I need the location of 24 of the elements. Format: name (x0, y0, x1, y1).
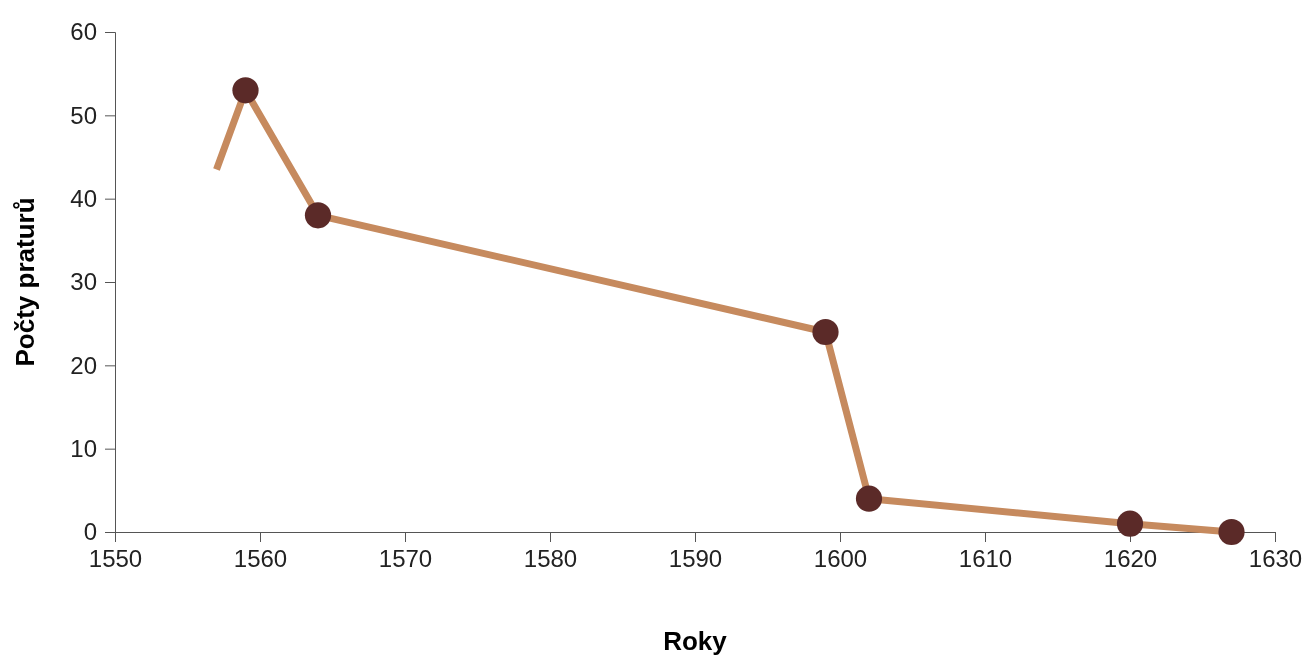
point (812, 318, 839, 346)
point (1218, 518, 1245, 546)
y-tick-label: 60 (70, 18, 97, 46)
x-tick-label: 1570 (378, 545, 433, 573)
x-tick-label: 1550 (88, 545, 143, 573)
x-tick-label: 1620 (1103, 545, 1158, 573)
point (1116, 510, 1144, 537)
x-tick-label: 1580 (523, 545, 578, 573)
y-tick-label: 10 (70, 434, 97, 462)
x-tick-label: 1560 (233, 545, 288, 573)
y-tick-label: 50 (70, 101, 97, 129)
y-tick-label: 30 (70, 268, 97, 296)
y-tick-label: 0 (83, 518, 97, 546)
x-tick-label: 1610 (958, 545, 1013, 573)
y-tick-label: 40 (70, 184, 97, 212)
point (855, 485, 883, 512)
x-tick-label: 1600 (813, 545, 868, 573)
point (304, 202, 332, 229)
y-tick-label: 20 (70, 351, 97, 379)
x-axis-title: Roky (663, 626, 728, 656)
point (232, 77, 259, 104)
y-axis-title: Počty praturů (10, 197, 40, 367)
x-tick-label: 1630 (1248, 545, 1303, 573)
x-tick-label: 1590 (668, 545, 723, 573)
